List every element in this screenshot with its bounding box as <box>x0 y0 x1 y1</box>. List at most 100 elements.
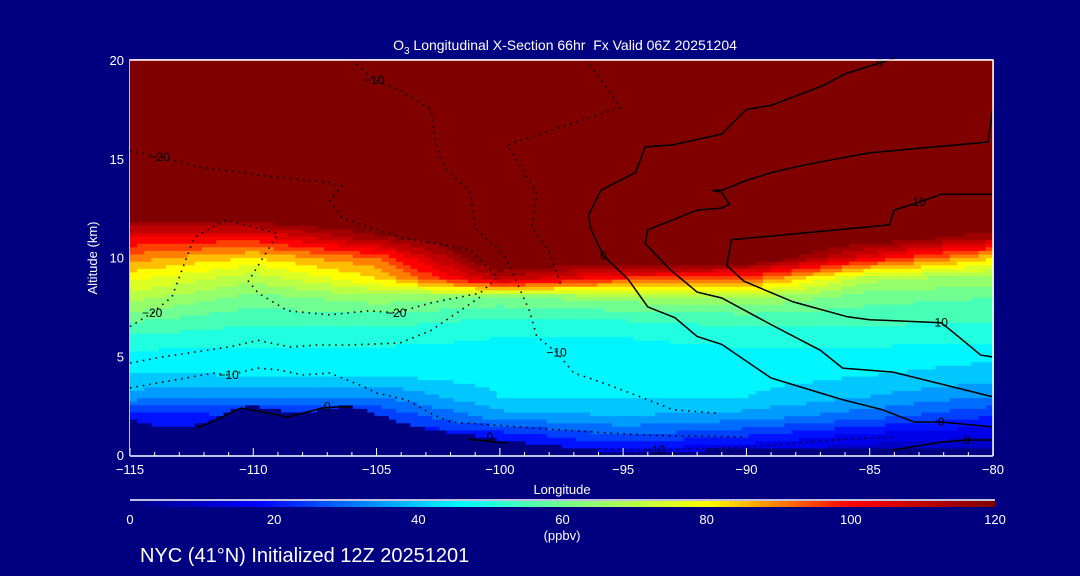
heatmap-cell <box>424 429 433 435</box>
heatmap-cell <box>137 121 145 126</box>
heatmap-cell <box>216 124 225 129</box>
heatmap-cell <box>201 210 210 216</box>
heatmap-cell <box>187 67 196 72</box>
heatmap-cell <box>281 411 289 417</box>
heatmap-cell <box>432 110 440 115</box>
heatmap <box>130 60 994 456</box>
heatmap-cell <box>252 401 261 406</box>
heatmap-cell <box>403 63 412 68</box>
heatmap-cell <box>173 293 181 298</box>
heatmap-cell <box>130 307 138 312</box>
heatmap-cell <box>403 182 412 187</box>
heatmap-cell <box>180 192 189 198</box>
heatmap-cell <box>367 268 376 273</box>
heatmap-cell <box>309 390 318 395</box>
heatmap-cell <box>230 332 239 338</box>
heatmap-cell <box>439 447 448 453</box>
heatmap-cell <box>410 444 419 449</box>
heatmap-cell <box>216 63 225 68</box>
heatmap-cell <box>403 304 412 309</box>
heatmap-cell <box>360 121 368 126</box>
heatmap-cell <box>360 239 368 244</box>
heatmap-cell <box>158 332 167 338</box>
heatmap-cell <box>194 311 203 316</box>
heatmap-cell <box>158 153 167 158</box>
heatmap-cell <box>158 142 167 147</box>
heatmap-cell <box>165 192 174 198</box>
heatmap-cell <box>396 182 404 187</box>
heatmap-cell <box>309 451 318 456</box>
heatmap-cell <box>209 95 217 101</box>
heatmap-cell <box>345 106 354 111</box>
heatmap-cell <box>295 250 304 255</box>
heatmap-cell <box>453 343 462 348</box>
heatmap-cell <box>173 113 181 119</box>
heatmap-cell <box>151 232 160 237</box>
heatmap-cell <box>432 437 440 442</box>
heatmap-cell <box>424 185 433 190</box>
heatmap-cell <box>144 235 153 241</box>
heatmap-cell <box>230 149 239 154</box>
heatmap-cell <box>144 160 153 165</box>
heatmap-cell <box>417 174 426 180</box>
heatmap-cell <box>180 318 189 323</box>
heatmap-cell <box>446 239 455 244</box>
heatmap-cell <box>417 415 426 420</box>
heatmap-cell <box>158 95 167 101</box>
heatmap-cell <box>201 365 210 370</box>
heatmap-cell <box>180 282 189 287</box>
heatmap-cell <box>187 239 196 244</box>
heatmap-cell <box>345 268 354 273</box>
heatmap-cell <box>360 81 368 86</box>
heatmap-cell <box>302 429 311 435</box>
heatmap-cell <box>352 239 361 244</box>
heatmap-cell <box>381 340 390 345</box>
heatmap-cell <box>209 63 217 68</box>
heatmap-cell <box>273 437 282 442</box>
heatmap-cell <box>424 358 433 363</box>
heatmap-cell <box>130 376 138 381</box>
heatmap-cell <box>281 318 289 323</box>
heatmap-cell <box>410 268 419 273</box>
heatmap-cell <box>137 221 145 226</box>
heatmap-cell <box>259 156 268 162</box>
heatmap-cell <box>158 178 167 183</box>
heatmap-cell <box>295 88 304 93</box>
heatmap-cell <box>338 85 347 90</box>
heatmap-cell <box>151 189 160 194</box>
heatmap-cell <box>130 207 138 212</box>
heatmap-cell <box>237 332 246 338</box>
heatmap-cell <box>403 297 412 302</box>
heatmap-cell <box>316 88 325 93</box>
heatmap-cell <box>302 207 311 212</box>
heatmap-cell <box>223 318 232 323</box>
heatmap-cell <box>403 131 412 137</box>
heatmap-cell <box>130 451 138 456</box>
heatmap-cell <box>259 95 268 101</box>
heatmap-cell <box>137 228 145 233</box>
heatmap-cell <box>187 307 196 312</box>
heatmap-cell <box>216 368 225 374</box>
heatmap-cell <box>316 372 325 377</box>
heatmap-cell <box>381 383 390 388</box>
heatmap-cell <box>288 300 297 305</box>
heatmap-cell <box>439 422 448 427</box>
heatmap-cell <box>137 354 145 359</box>
heatmap-cell <box>360 142 368 147</box>
heatmap-cell <box>439 279 448 284</box>
heatmap-cell <box>237 135 246 140</box>
heatmap-cell <box>424 268 433 273</box>
heatmap-cell <box>201 447 210 453</box>
heatmap-cell <box>345 386 354 391</box>
heatmap-cell <box>259 437 268 442</box>
heatmap-cell <box>194 171 203 176</box>
heatmap-cell <box>173 153 181 158</box>
heatmap-cell <box>439 182 448 187</box>
heatmap-cell <box>309 297 318 302</box>
heatmap-cell <box>360 243 368 248</box>
heatmap-cell <box>130 214 138 219</box>
heatmap-cell <box>288 368 297 374</box>
heatmap-cell <box>230 174 239 180</box>
heatmap-cell <box>309 350 318 356</box>
heatmap-cell <box>381 235 390 241</box>
